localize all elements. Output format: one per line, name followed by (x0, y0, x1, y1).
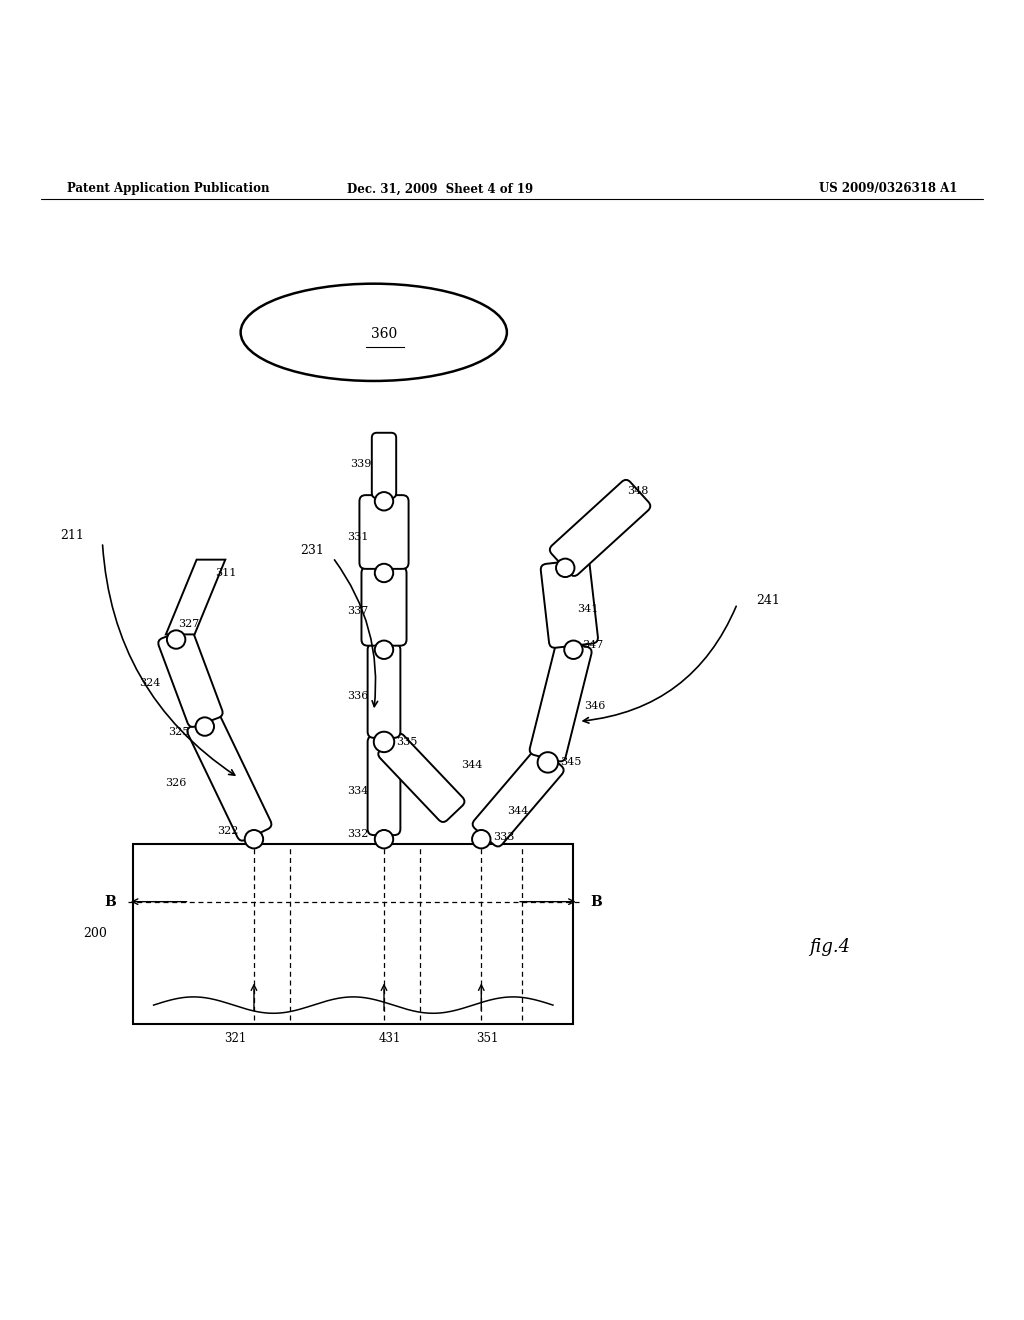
Text: B: B (590, 895, 602, 908)
Circle shape (245, 830, 263, 849)
FancyBboxPatch shape (372, 433, 396, 498)
FancyBboxPatch shape (159, 628, 222, 727)
Text: 325: 325 (168, 727, 189, 737)
Text: 337: 337 (347, 606, 369, 616)
Text: 231: 231 (300, 544, 324, 557)
Text: 327: 327 (178, 619, 200, 630)
Polygon shape (166, 560, 225, 635)
Text: 322: 322 (217, 826, 239, 836)
Text: 336: 336 (347, 690, 369, 701)
Text: B: B (104, 895, 117, 908)
Text: 339: 339 (350, 459, 372, 470)
Circle shape (375, 492, 393, 511)
Text: 311: 311 (215, 568, 237, 578)
Text: 332: 332 (347, 829, 369, 840)
Circle shape (375, 830, 393, 849)
Circle shape (374, 731, 394, 752)
Circle shape (167, 631, 185, 648)
Text: 335: 335 (396, 737, 418, 747)
Circle shape (538, 752, 558, 772)
FancyBboxPatch shape (473, 748, 563, 846)
Text: 321: 321 (224, 1032, 247, 1044)
Text: 326: 326 (165, 777, 186, 788)
FancyBboxPatch shape (541, 560, 598, 648)
Text: 360: 360 (371, 327, 397, 342)
Text: Patent Application Publication: Patent Application Publication (67, 182, 269, 195)
Circle shape (375, 564, 393, 582)
Text: 324: 324 (139, 678, 161, 688)
Text: 344: 344 (461, 760, 482, 770)
Circle shape (564, 640, 583, 659)
Text: Dec. 31, 2009  Sheet 4 of 19: Dec. 31, 2009 Sheet 4 of 19 (347, 182, 534, 195)
Circle shape (196, 717, 214, 735)
Circle shape (472, 830, 490, 849)
Text: 348: 348 (627, 486, 648, 496)
Text: 331: 331 (347, 532, 369, 543)
Text: 241: 241 (756, 594, 779, 607)
FancyBboxPatch shape (550, 479, 650, 576)
FancyBboxPatch shape (359, 495, 409, 569)
Text: 341: 341 (578, 603, 599, 614)
Circle shape (556, 558, 574, 577)
FancyBboxPatch shape (529, 640, 592, 762)
Text: 334: 334 (347, 785, 369, 796)
FancyBboxPatch shape (378, 734, 465, 822)
Circle shape (375, 640, 393, 659)
Text: 345: 345 (560, 758, 582, 767)
Ellipse shape (241, 284, 507, 381)
FancyBboxPatch shape (187, 715, 271, 841)
Text: 211: 211 (60, 528, 84, 541)
FancyBboxPatch shape (361, 566, 407, 645)
FancyBboxPatch shape (368, 644, 400, 738)
Text: 351: 351 (476, 1032, 499, 1044)
Text: 333: 333 (494, 832, 515, 842)
FancyBboxPatch shape (368, 735, 400, 836)
Text: 344: 344 (507, 807, 528, 816)
Text: 347: 347 (582, 640, 603, 649)
Bar (133, 845, 573, 1023)
Text: US 2009/0326318 A1: US 2009/0326318 A1 (819, 182, 957, 195)
Text: 431: 431 (379, 1032, 401, 1044)
Text: fig.4: fig.4 (809, 937, 850, 956)
Text: 200: 200 (84, 928, 108, 940)
Text: 346: 346 (584, 701, 605, 711)
